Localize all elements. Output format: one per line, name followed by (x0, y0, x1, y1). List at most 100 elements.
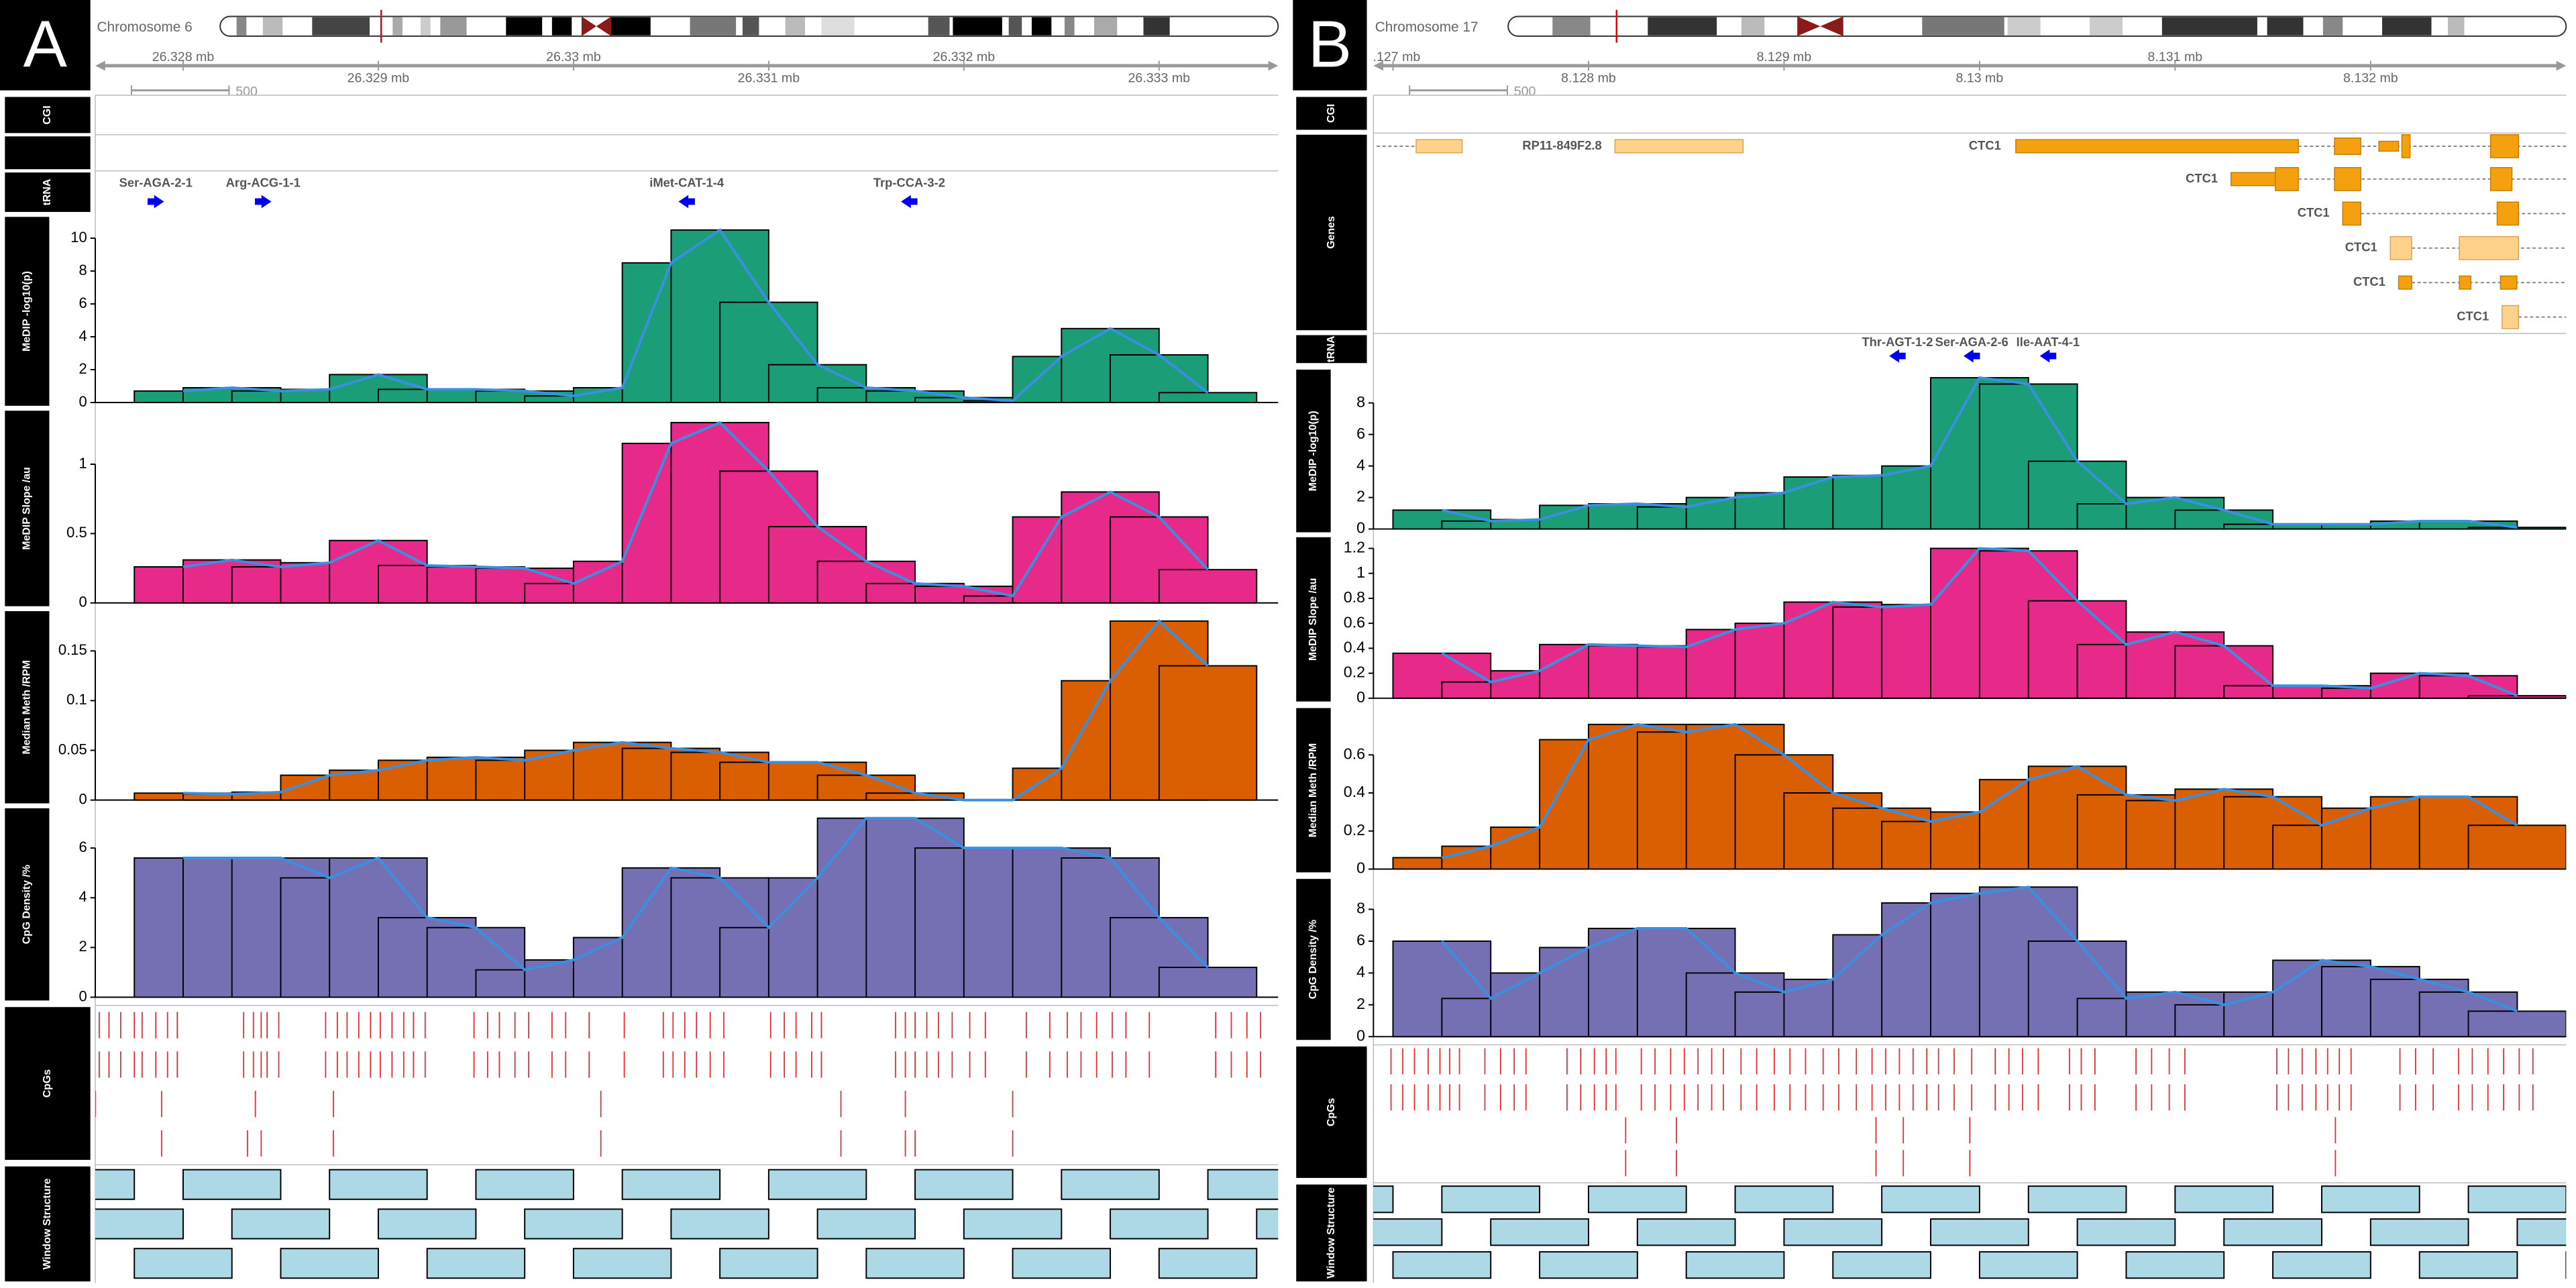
track-label-box (5, 808, 50, 1001)
gene-exon (2500, 275, 2518, 290)
y-tick-label: 0.15 (58, 641, 87, 658)
y-tick-label: 1 (1356, 564, 1365, 581)
window (670, 1208, 769, 1240)
window (2223, 1218, 2322, 1246)
window (2369, 1218, 2469, 1246)
ideogram-band (1648, 17, 1717, 36)
trna-label: Arg-ACG-1-1 (226, 176, 301, 190)
window (2418, 1251, 2518, 1279)
window (1061, 1169, 1160, 1200)
y-tick-label: 0 (1356, 859, 1365, 877)
y-tick-label: 4 (79, 888, 87, 905)
y-tick-label: 6 (1356, 931, 1365, 949)
ideogram-band (742, 17, 759, 36)
chromosome-label: Chromosome 6 (97, 19, 192, 35)
bar (2467, 695, 2567, 699)
y-tick-label: 0.1 (66, 691, 87, 708)
ideogram-band (1064, 17, 1075, 36)
y-tick-label: 6 (79, 294, 87, 311)
y-tick-label: 0 (1356, 1026, 1365, 1044)
y-tick-label: 6 (79, 839, 87, 855)
bar (1158, 569, 1258, 604)
window (377, 1208, 477, 1240)
y-tick-label: 0.5 (66, 524, 87, 541)
gene-exon (2334, 167, 2361, 191)
cpg-ticks (1390, 1048, 2534, 1177)
window (572, 1248, 672, 1279)
ideogram-band (1031, 17, 1052, 36)
window (1207, 1169, 1279, 1200)
window (1256, 1208, 1279, 1240)
y-tick-label: 4 (1356, 963, 1365, 981)
window (1783, 1218, 1883, 1246)
trend-line (182, 816, 1209, 971)
y-tick-label: 0.05 (58, 741, 87, 757)
x-tick-label: 8.132 mb (2343, 71, 2398, 86)
trna-arrow (2039, 349, 2057, 363)
y-tick-label: 0.4 (1344, 783, 1365, 800)
y-tick-label: 0 (1356, 519, 1365, 537)
y-tick-label: 0 (79, 987, 87, 1004)
bar (2467, 1010, 2567, 1038)
y-tick-label: 0 (79, 594, 87, 610)
track-label: Window Structure (1326, 1187, 1337, 1279)
bar (1158, 392, 1258, 403)
gene-exon (2015, 139, 2299, 154)
ideogram-band (1552, 17, 1591, 36)
y-tick-label: 10 (70, 229, 87, 246)
trna-arrow (678, 195, 695, 209)
window (816, 1208, 916, 1240)
axis-arrow (2556, 60, 2567, 71)
trna-label: Trp-CCA-3-2 (873, 176, 945, 190)
window (1490, 1218, 1589, 1246)
window-structure (1373, 1185, 2567, 1279)
window (963, 1208, 1063, 1240)
bar (2467, 824, 2567, 870)
window (1685, 1251, 1785, 1279)
ideogram-band (551, 17, 572, 36)
window (1930, 1218, 2029, 1246)
track-label: Window Structure (42, 1178, 53, 1269)
trna-arrow (147, 195, 164, 209)
track-label: CGI (42, 105, 53, 124)
window (2272, 1251, 2371, 1279)
window (1012, 1248, 1112, 1279)
ideogram-band (1008, 17, 1022, 36)
bars (133, 816, 1258, 998)
gene-exon (2275, 167, 2299, 191)
track-label-box (5, 136, 91, 170)
trend-line (1441, 547, 2518, 697)
gene-exon (2489, 167, 2513, 191)
window (2467, 1185, 2567, 1214)
y-tick-label: 0.6 (1344, 745, 1365, 762)
ideogram-band (953, 17, 1002, 36)
bar (2418, 675, 2518, 699)
track-label-box (5, 217, 50, 406)
track-label: tRNA (42, 178, 53, 205)
y-tick-label: 0 (1356, 688, 1365, 706)
gene-label: RP11-849F2.8 (1522, 138, 1601, 152)
y-tick-label: 0.8 (1344, 588, 1365, 606)
gene-label: CTC1 (1969, 138, 2001, 152)
track-label-box (1296, 708, 1331, 873)
scale-bar-label: 500 (235, 84, 258, 99)
ideogram-band (611, 17, 651, 36)
ideogram-band (2007, 17, 2041, 36)
y-tick-label: 4 (1356, 456, 1365, 474)
y-tick-label: 0.4 (1344, 639, 1365, 656)
track-label-box (5, 411, 50, 606)
y-tick-label: 6 (1356, 425, 1365, 442)
track-label-box (1296, 537, 1331, 702)
window (2565, 1251, 2567, 1279)
axis-arrow (1268, 60, 1279, 71)
bars (133, 619, 1258, 802)
y-tick-label: 8 (1356, 393, 1365, 411)
gene-exon (1415, 139, 1463, 154)
window (2076, 1218, 2176, 1246)
gene-label: CTC1 (2186, 171, 2218, 185)
bars (1392, 722, 2567, 870)
gene-exon (2390, 235, 2412, 260)
gene-exon (2459, 275, 2472, 290)
